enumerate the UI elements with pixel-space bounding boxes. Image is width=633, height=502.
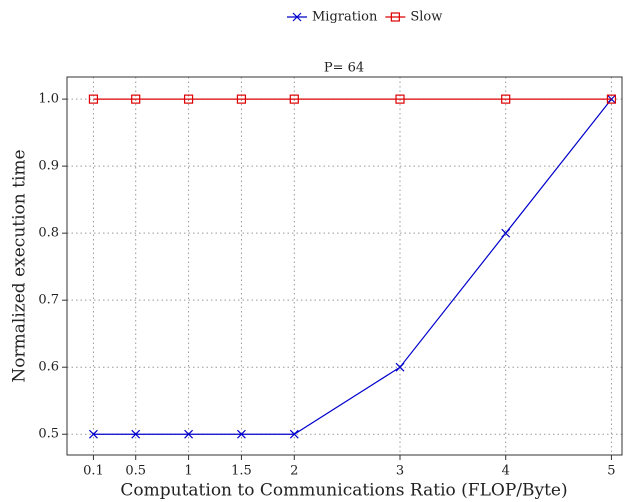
y-tick-label: 0.5 <box>38 427 59 442</box>
marker <box>501 94 511 104</box>
marker <box>289 94 299 104</box>
marker <box>236 94 247 104</box>
marker <box>88 94 99 104</box>
x-tick-label: 3 <box>396 464 404 479</box>
marker <box>237 429 246 439</box>
x-axis-label: Computation to Communications Ratio (FLO… <box>120 481 567 501</box>
legend-label: Migration <box>312 10 378 25</box>
x-tick-label: 2 <box>290 464 298 479</box>
marker <box>292 12 302 22</box>
marker <box>606 94 617 104</box>
y-tick-label: 0.8 <box>38 226 59 241</box>
marker <box>89 429 98 439</box>
y-tick-label: 0.7 <box>38 293 59 308</box>
y-tick-label: 0.9 <box>38 159 59 174</box>
marker <box>184 429 193 439</box>
marker <box>607 94 616 104</box>
legend-label: Slow <box>410 10 442 25</box>
marker <box>183 94 194 104</box>
x-tick-label: 0.5 <box>125 464 146 479</box>
x-tick-label: 1.5 <box>231 464 252 479</box>
marker <box>131 429 141 439</box>
x-tick-label: 4 <box>502 464 510 479</box>
x-tick-label: 5 <box>607 464 615 479</box>
y-axis-label: Normalized execution time <box>10 149 30 382</box>
y-tick-label: 1.0 <box>38 92 59 107</box>
x-tick-label: 1 <box>184 464 192 479</box>
chart-title: P= 64 <box>324 61 364 76</box>
marker <box>289 429 299 439</box>
marker <box>390 12 400 22</box>
series-line <box>93 98 612 435</box>
marker <box>395 94 405 104</box>
marker <box>501 228 511 238</box>
x-tick-label: 0.1 <box>83 464 104 479</box>
plot-frame <box>66 76 623 456</box>
y-tick-label: 0.6 <box>38 360 59 375</box>
marker <box>395 362 405 372</box>
marker <box>131 94 141 104</box>
